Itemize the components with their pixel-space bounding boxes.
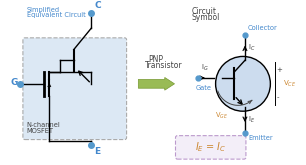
Text: Collector: Collector (248, 25, 278, 31)
Text: Transistor: Transistor (145, 61, 183, 70)
Text: I$_E$ = I$_C$: I$_E$ = I$_C$ (195, 140, 226, 154)
Text: I$_E$: I$_E$ (248, 115, 255, 125)
Text: Circuit: Circuit (191, 7, 216, 16)
Text: Symbol: Symbol (191, 13, 219, 22)
Text: V$_{CE}$: V$_{CE}$ (283, 79, 297, 89)
Text: Emitter: Emitter (248, 135, 273, 141)
Circle shape (216, 56, 271, 111)
Text: Gate: Gate (196, 85, 212, 91)
Text: C: C (94, 1, 101, 10)
Text: PNP: PNP (148, 55, 163, 65)
Text: Equivalent Circuit: Equivalent Circuit (27, 12, 86, 18)
Text: E: E (94, 147, 100, 156)
Text: MOSFET: MOSFET (27, 128, 54, 134)
Text: I$_G$: I$_G$ (201, 63, 209, 73)
Text: V$_{GE}$: V$_{GE}$ (215, 111, 228, 121)
Text: G: G (11, 78, 18, 87)
FancyBboxPatch shape (176, 136, 246, 159)
Text: Simplified: Simplified (27, 7, 60, 13)
Text: -: - (276, 95, 279, 100)
Text: I$_C$: I$_C$ (248, 43, 256, 53)
Text: +: + (276, 67, 282, 73)
FancyBboxPatch shape (23, 38, 127, 140)
Text: N-channel: N-channel (27, 122, 61, 128)
FancyArrow shape (138, 77, 174, 90)
